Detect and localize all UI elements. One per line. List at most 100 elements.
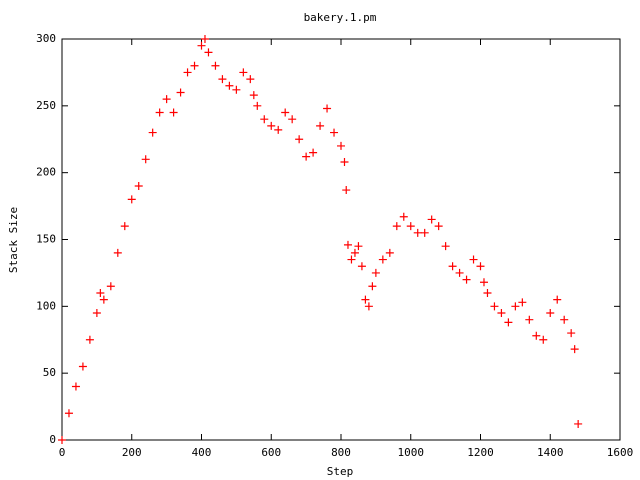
point <box>539 335 548 344</box>
point <box>441 242 450 251</box>
point <box>204 48 213 57</box>
point <box>406 222 415 231</box>
point <box>357 262 366 271</box>
point <box>371 268 380 277</box>
x-tick-label: 600 <box>261 446 281 459</box>
point <box>64 409 73 418</box>
point <box>323 104 332 113</box>
point <box>246 75 255 84</box>
chart-title: bakery.1.pm <box>304 11 377 24</box>
point <box>420 228 429 237</box>
point <box>427 215 436 224</box>
point <box>78 362 87 371</box>
y-tick-label: 250 <box>36 99 56 112</box>
point <box>141 155 150 164</box>
point <box>92 309 101 318</box>
point <box>197 41 206 50</box>
point <box>302 152 311 161</box>
x-tick-label: 1200 <box>467 446 494 459</box>
point <box>378 255 387 264</box>
point <box>574 419 583 428</box>
point <box>316 121 325 130</box>
point <box>469 255 478 264</box>
y-axis-label: Stack Size <box>7 207 20 273</box>
point <box>385 248 394 257</box>
point <box>176 88 185 97</box>
point <box>567 329 576 338</box>
point <box>364 302 373 311</box>
point <box>570 345 579 354</box>
y-tick-label: 300 <box>36 32 56 45</box>
point <box>148 128 157 137</box>
point <box>518 298 527 307</box>
point <box>490 302 499 311</box>
point <box>267 121 276 130</box>
point <box>483 288 492 297</box>
point <box>392 222 401 231</box>
point <box>347 255 356 264</box>
point <box>58 436 66 444</box>
point <box>127 195 136 204</box>
plot-frame <box>61 38 621 441</box>
point <box>295 135 304 144</box>
point <box>99 295 108 304</box>
point <box>368 282 377 291</box>
point <box>120 222 129 231</box>
point <box>85 335 94 344</box>
point <box>455 268 464 277</box>
point <box>155 108 164 117</box>
point <box>546 309 555 318</box>
point <box>560 315 569 324</box>
point <box>113 248 122 257</box>
point <box>71 382 80 391</box>
point <box>200 35 209 43</box>
x-tick-label: 800 <box>331 446 351 459</box>
point <box>183 68 192 77</box>
point <box>239 68 248 77</box>
point <box>504 318 513 327</box>
point <box>288 115 297 124</box>
x-tick-label: 1000 <box>398 446 425 459</box>
point <box>479 278 488 287</box>
point <box>162 95 171 104</box>
point <box>525 315 534 324</box>
point <box>434 222 443 231</box>
point <box>511 302 520 311</box>
point <box>309 148 318 157</box>
y-tick-label: 50 <box>43 366 56 379</box>
point <box>218 75 227 84</box>
point <box>354 242 363 251</box>
point <box>260 115 269 124</box>
y-tick-label: 150 <box>36 233 56 246</box>
point <box>343 240 352 249</box>
point <box>232 85 241 94</box>
point <box>340 157 349 166</box>
y-tick-label: 100 <box>36 299 56 312</box>
x-tick-label: 0 <box>59 446 66 459</box>
point <box>337 141 345 150</box>
x-tick-label: 1400 <box>537 446 564 459</box>
point <box>350 248 359 257</box>
point <box>253 101 262 110</box>
y-tick-label: 200 <box>36 166 56 179</box>
point <box>413 228 422 237</box>
point <box>190 61 199 70</box>
point <box>399 212 408 221</box>
point <box>274 125 283 134</box>
point <box>249 91 258 100</box>
point <box>281 108 290 117</box>
point <box>532 331 541 340</box>
point <box>553 295 562 304</box>
x-tick-label: 1600 <box>607 446 634 459</box>
point <box>330 128 339 137</box>
y-tick-label: 0 <box>49 433 56 446</box>
point <box>342 186 351 195</box>
point <box>169 108 178 117</box>
point <box>225 81 234 90</box>
point <box>497 309 506 318</box>
point <box>96 288 105 297</box>
point <box>448 262 457 271</box>
point <box>462 275 471 284</box>
x-tick-label: 400 <box>192 446 212 459</box>
